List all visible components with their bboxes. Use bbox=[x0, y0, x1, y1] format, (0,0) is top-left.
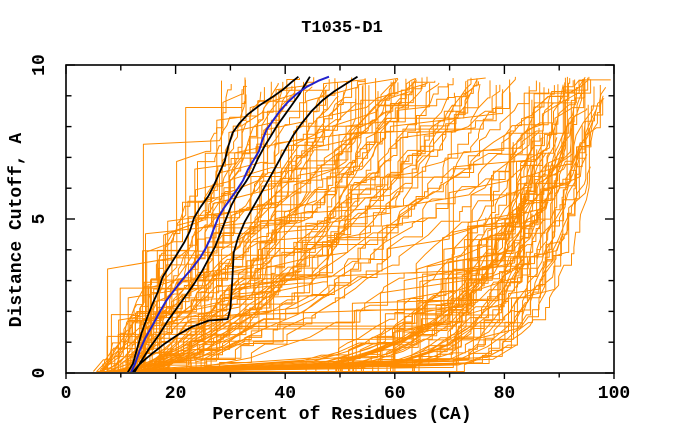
ensemble-curve-mid-fan bbox=[135, 84, 501, 372]
ensemble-curve-mid-fan bbox=[116, 78, 417, 372]
ensemble-curve-low-band bbox=[142, 194, 519, 372]
ensemble-curve-steep-cluster bbox=[93, 77, 246, 372]
ensemble-curve-steep-cluster bbox=[129, 91, 262, 372]
plot-frame-and-ticks bbox=[65, 64, 615, 379]
ensemble-curve-mid-fan bbox=[106, 86, 363, 372]
ensemble-curve-low-band bbox=[156, 166, 591, 372]
ensemble-curve-mid-fan bbox=[134, 80, 537, 372]
ensemble-curve-steep-cluster bbox=[114, 81, 284, 372]
ensemble-curve-low-band bbox=[150, 214, 534, 372]
ensemble-curve-mid-fan bbox=[142, 78, 454, 372]
ensemble-curve-low-band bbox=[154, 125, 583, 372]
ensemble-curve-low-band bbox=[116, 88, 550, 372]
ensemble-curve-low-band bbox=[144, 173, 557, 372]
ensemble-curve-steep-cluster bbox=[125, 82, 399, 372]
ensemble-curve-low-band bbox=[144, 99, 533, 372]
ensemble-curve-mid-fan bbox=[123, 83, 431, 372]
model-curves bbox=[93, 75, 611, 372]
x-tick-label: 40 bbox=[274, 384, 296, 404]
ensemble-curve-steep-cluster bbox=[102, 89, 243, 372]
ensemble-curve-steep-cluster bbox=[105, 83, 426, 372]
ensemble-curve-low-band bbox=[138, 112, 533, 372]
y-tick-label: 0 bbox=[30, 368, 50, 379]
ensemble-curve-mid-fan bbox=[110, 80, 491, 372]
ensemble-curve-mid-fan bbox=[127, 79, 511, 372]
ensemble-curve-low-band bbox=[144, 122, 554, 372]
ensemble-curve-mid-fan bbox=[132, 98, 357, 372]
ensemble-curve-mid-fan bbox=[106, 86, 530, 372]
ensemble-curve-mid-fan bbox=[115, 83, 585, 372]
ensemble-curve-low-band bbox=[112, 90, 586, 372]
ensemble-curve-mid-fan bbox=[144, 82, 395, 372]
ensemble-curve-low-band bbox=[162, 85, 555, 372]
ensemble-curve-low-band bbox=[157, 153, 547, 372]
ensemble-curve-mid-fan bbox=[144, 91, 379, 372]
ensemble-curve-steep-cluster bbox=[135, 82, 338, 372]
ensemble-curve-mid-fan bbox=[125, 78, 416, 372]
x-tick-label: 20 bbox=[165, 384, 187, 404]
chart-title: T1035-D1 bbox=[301, 19, 383, 38]
ensemble-curve-steep-cluster bbox=[96, 87, 296, 372]
tick-labels: 0 20 40 60 80 100 0 5 10 bbox=[30, 54, 630, 404]
ensemble-curve-steep-cluster bbox=[101, 77, 300, 372]
ensemble-curve-low-band bbox=[146, 241, 561, 372]
y-tick-label: 5 bbox=[30, 214, 50, 225]
ensemble-curve-steep-cluster bbox=[99, 77, 315, 372]
x-tick-label: 100 bbox=[598, 384, 630, 404]
x-tick-label: 60 bbox=[384, 384, 406, 404]
ensemble-curve-low-band bbox=[151, 76, 586, 372]
x-axis-label: Percent of Residues (CA) bbox=[212, 405, 471, 425]
ensemble-curve-mid-fan bbox=[132, 80, 436, 372]
black-curve-2 bbox=[133, 76, 311, 372]
y-axis-label: Distance Cutoff, A bbox=[7, 133, 27, 328]
ensemble-curve-mid-fan bbox=[107, 78, 571, 372]
ensemble-curve-low-band bbox=[153, 99, 604, 372]
ensemble-curve-steep-cluster bbox=[111, 79, 366, 372]
x-tick-label: 80 bbox=[494, 384, 516, 404]
ensemble-curve-low-band bbox=[137, 87, 607, 372]
ensemble-curve-low-band bbox=[156, 107, 598, 372]
ensemble-curve-low-band bbox=[117, 177, 528, 372]
ensemble-curve-low-band bbox=[138, 105, 575, 372]
ensemble-curve-low-band bbox=[153, 211, 527, 372]
ensemble-curve-low-band bbox=[149, 92, 511, 372]
x-tick-label: 0 bbox=[61, 384, 72, 404]
black-curve-1 bbox=[126, 75, 299, 372]
ensemble-curve-steep-cluster bbox=[141, 78, 399, 372]
ensemble-curve-mid-fan bbox=[117, 81, 413, 372]
ensemble-curve-low-band bbox=[150, 128, 590, 372]
black-curve-3 bbox=[131, 75, 358, 372]
y-tick-label: 10 bbox=[30, 54, 50, 76]
ensemble-curve-low-band bbox=[163, 127, 540, 372]
ensemble-curve-low-band bbox=[152, 76, 568, 372]
ensemble-curve-mid-fan bbox=[108, 78, 478, 372]
blue-curve bbox=[130, 75, 330, 372]
ensemble-curve-low-band bbox=[163, 77, 566, 372]
